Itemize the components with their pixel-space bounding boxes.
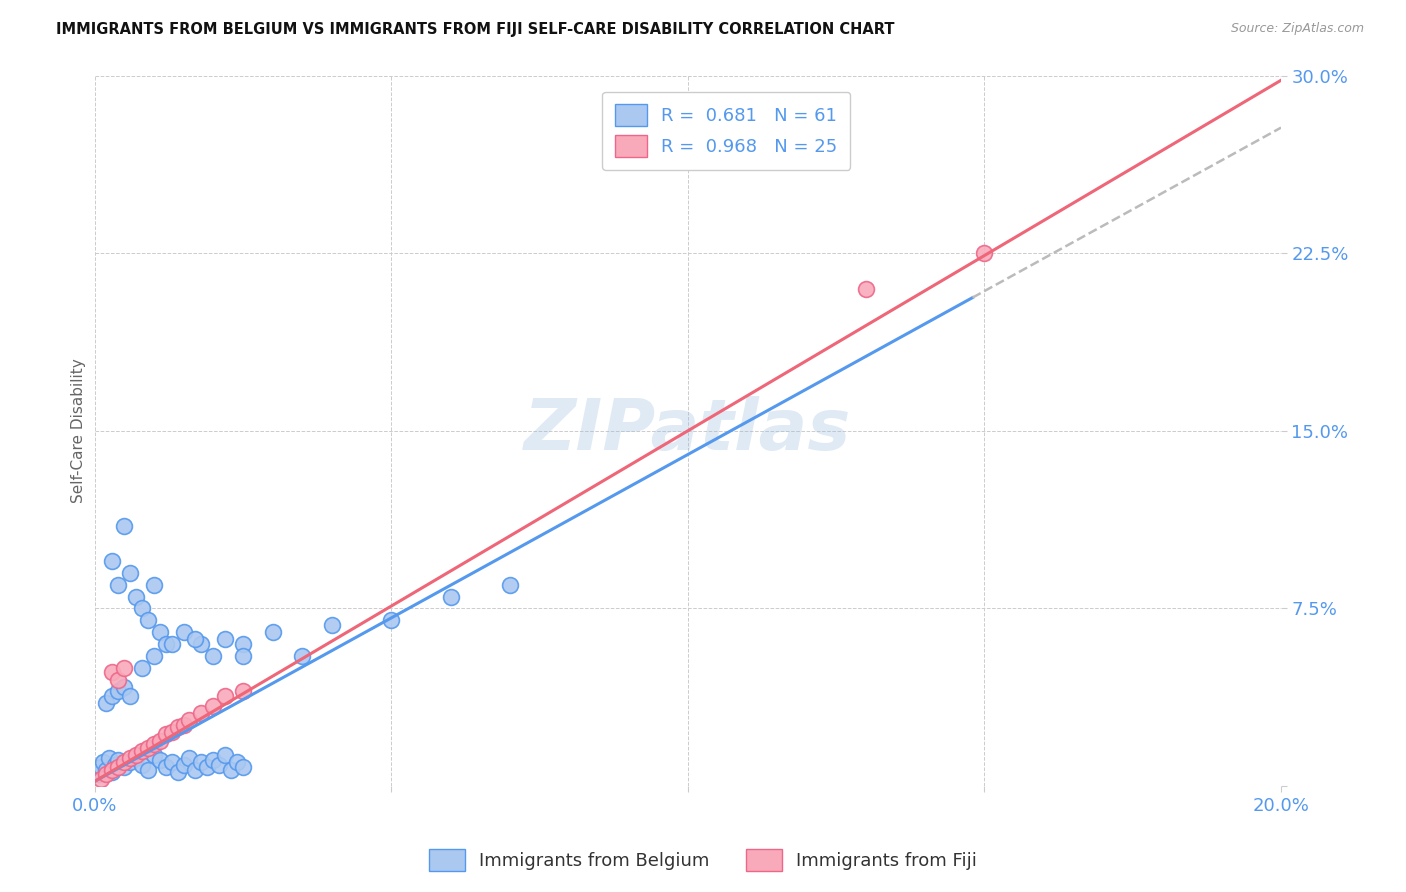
Point <box>96 763 118 777</box>
Point <box>112 518 135 533</box>
Point <box>93 756 115 770</box>
Point <box>120 750 142 764</box>
Point <box>107 684 129 698</box>
Point <box>125 748 148 763</box>
Point <box>101 764 124 779</box>
Point <box>101 554 124 568</box>
Point <box>96 767 118 781</box>
Point <box>131 757 153 772</box>
Point <box>142 737 165 751</box>
Point <box>973 246 995 260</box>
Point <box>184 632 207 647</box>
Point <box>226 756 249 770</box>
Legend: R =  0.681   N = 61, R =  0.968   N = 25: R = 0.681 N = 61, R = 0.968 N = 25 <box>602 92 851 170</box>
Point <box>202 648 225 663</box>
Text: ZIPatlas: ZIPatlas <box>524 396 852 466</box>
Point <box>262 625 284 640</box>
Point <box>107 673 129 687</box>
Point <box>208 757 231 772</box>
Point <box>179 750 201 764</box>
Point <box>120 566 142 580</box>
Point <box>112 756 135 770</box>
Point <box>173 625 195 640</box>
Point <box>173 717 195 731</box>
Point <box>142 578 165 592</box>
Point <box>202 753 225 767</box>
Point <box>136 613 159 627</box>
Point <box>120 756 142 770</box>
Point <box>219 763 242 777</box>
Point <box>112 661 135 675</box>
Point <box>149 734 172 748</box>
Point <box>104 757 127 772</box>
Point <box>160 637 183 651</box>
Point <box>131 601 153 615</box>
Point <box>142 648 165 663</box>
Point <box>214 748 236 763</box>
Point <box>166 764 188 779</box>
Point <box>783 152 806 166</box>
Point <box>101 763 124 777</box>
Point <box>155 760 177 774</box>
Text: Source: ZipAtlas.com: Source: ZipAtlas.com <box>1230 22 1364 36</box>
Point <box>89 760 111 774</box>
Point <box>136 741 159 756</box>
Point <box>125 590 148 604</box>
Point <box>321 618 343 632</box>
Legend: Immigrants from Belgium, Immigrants from Fiji: Immigrants from Belgium, Immigrants from… <box>422 842 984 879</box>
Point <box>160 756 183 770</box>
Point <box>142 748 165 763</box>
Point <box>380 613 402 627</box>
Point <box>190 756 212 770</box>
Y-axis label: Self-Care Disability: Self-Care Disability <box>72 359 86 503</box>
Point <box>232 760 254 774</box>
Point <box>120 689 142 703</box>
Point <box>149 625 172 640</box>
Point <box>136 763 159 777</box>
Point <box>190 637 212 651</box>
Point <box>160 724 183 739</box>
Point <box>195 760 218 774</box>
Point <box>89 772 111 786</box>
Text: IMMIGRANTS FROM BELGIUM VS IMMIGRANTS FROM FIJI SELF-CARE DISABILITY CORRELATION: IMMIGRANTS FROM BELGIUM VS IMMIGRANTS FR… <box>56 22 894 37</box>
Point <box>131 661 153 675</box>
Point <box>179 713 201 727</box>
Point <box>499 578 522 592</box>
Point <box>232 684 254 698</box>
Point <box>96 696 118 710</box>
Point <box>155 637 177 651</box>
Point <box>131 743 153 757</box>
Point <box>112 760 135 774</box>
Point <box>202 698 225 713</box>
Point <box>232 637 254 651</box>
Point <box>214 632 236 647</box>
Point <box>101 689 124 703</box>
Point <box>291 648 314 663</box>
Point <box>439 590 461 604</box>
Point <box>855 282 877 296</box>
Point <box>125 750 148 764</box>
Point <box>107 753 129 767</box>
Point <box>86 767 108 781</box>
Point <box>107 578 129 592</box>
Point <box>166 720 188 734</box>
Point <box>107 760 129 774</box>
Point <box>101 665 124 680</box>
Point <box>184 763 207 777</box>
Point <box>232 648 254 663</box>
Point <box>173 757 195 772</box>
Point <box>112 680 135 694</box>
Point <box>98 750 121 764</box>
Point <box>149 753 172 767</box>
Point <box>155 727 177 741</box>
Point <box>214 689 236 703</box>
Point <box>190 706 212 720</box>
